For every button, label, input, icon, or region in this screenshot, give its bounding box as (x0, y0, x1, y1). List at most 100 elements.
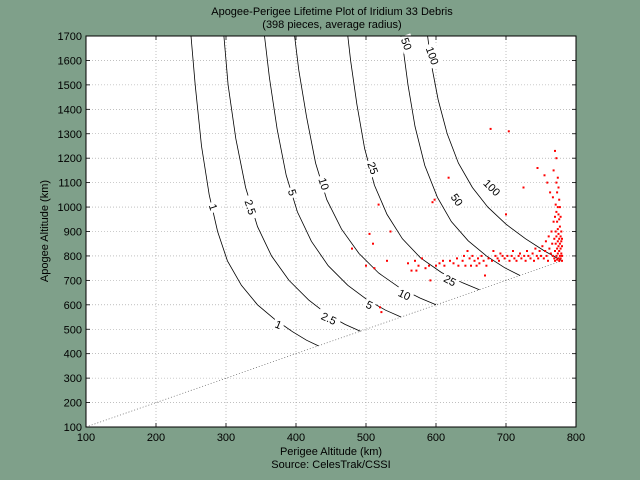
debris-point (536, 167, 539, 169)
debris-point (556, 191, 559, 194)
debris-point (433, 198, 436, 201)
debris-point (414, 259, 416, 262)
debris-point (386, 259, 388, 262)
debris-point (501, 254, 504, 257)
debris-point (494, 254, 497, 257)
debris-point (555, 157, 558, 160)
x-tick-label: 800 (567, 432, 585, 444)
debris-point (442, 259, 444, 262)
contour-label: 25 (364, 161, 379, 177)
debris-point (557, 213, 560, 216)
debris-point (499, 252, 502, 255)
contour-line-100 (427, 35, 563, 262)
debris-point (435, 264, 437, 267)
debris-point (464, 264, 467, 267)
debris-point (524, 259, 527, 262)
debris-point (554, 242, 557, 245)
contour-label-group: 10 (394, 284, 416, 304)
debris-point (431, 201, 434, 204)
debris-point (554, 215, 556, 218)
debris-point (550, 230, 553, 233)
contour-label: 10 (315, 176, 330, 191)
debris-point (351, 247, 353, 250)
debris-point (449, 259, 451, 262)
contour-label-bg (315, 173, 334, 194)
debris-point (527, 254, 530, 257)
debris-point (503, 257, 506, 260)
contour-label-group: 2.5 (315, 306, 343, 329)
y-tick-label: 1400 (58, 104, 82, 116)
debris-point (542, 257, 545, 260)
y-tick-label: 500 (64, 324, 82, 336)
y-tick-label: 700 (64, 275, 82, 287)
debris-point (510, 254, 513, 257)
contour-label-bg (271, 315, 286, 332)
x-tick-label: 200 (147, 432, 165, 444)
contour-label-group: 1 (271, 315, 286, 332)
debris-point (556, 220, 559, 223)
debris-point (428, 264, 430, 267)
debris-point (561, 245, 563, 248)
debris-point (491, 259, 493, 262)
debris-point (543, 174, 546, 177)
contour-label-bg (315, 306, 343, 329)
contour-label-bg (479, 174, 506, 201)
debris-point (547, 235, 550, 238)
y-tick-label: 1700 (58, 31, 82, 43)
debris-point (556, 228, 559, 231)
debris-point (554, 203, 557, 206)
contour-label-group: 2.5 (241, 193, 261, 221)
contour-label-group: 100 (422, 42, 444, 69)
debris-point (485, 264, 488, 267)
debris-point (549, 252, 552, 255)
debris-point (447, 176, 450, 179)
contour-label-bg (241, 193, 261, 221)
debris-point (554, 259, 556, 262)
debris-point (515, 259, 518, 262)
debris-point (482, 259, 485, 262)
debris-point (526, 250, 528, 252)
debris-point (560, 252, 563, 255)
debris-point (468, 257, 471, 260)
debris-point (554, 149, 556, 152)
debris-point (517, 254, 520, 257)
debris-point (407, 262, 409, 265)
debris-point (512, 250, 514, 252)
debris-point (559, 235, 562, 238)
debris-point (492, 250, 495, 252)
debris-point (372, 242, 374, 245)
debris-point (554, 250, 556, 252)
debris-point (421, 257, 423, 260)
debris-point (541, 245, 544, 248)
debris-point (556, 258, 559, 261)
contour-label-bg (439, 270, 461, 290)
debris-point (546, 181, 549, 184)
debris-point (505, 213, 507, 216)
contour-label-group: 10 (315, 173, 334, 194)
debris-point (555, 235, 558, 238)
data-points-layer (351, 127, 563, 314)
y-tick-label: 1300 (58, 129, 82, 141)
debris-point (529, 257, 532, 260)
x-tick-label: 300 (217, 432, 235, 444)
chart-title: Apogee-Perigee Lifetime Plot of Iridium … (211, 6, 453, 18)
x-tick-label: 500 (357, 432, 375, 444)
contour-label-bg (422, 42, 444, 69)
debris-point (373, 267, 376, 270)
debris-point (368, 232, 371, 235)
debris-point (558, 259, 561, 262)
x-tick-label: 600 (427, 432, 445, 444)
debris-point (475, 264, 478, 267)
contour-label-group: 25 (364, 157, 383, 179)
debris-point (554, 230, 557, 233)
contour-label: 50 (448, 192, 465, 209)
debris-point (487, 257, 490, 260)
contour-label-bg (364, 157, 383, 179)
y-tick-label: 800 (64, 251, 82, 263)
contour-label-group: 1 (206, 199, 222, 214)
contour-label: 50 (398, 36, 413, 52)
reference-line-layer (85, 260, 563, 428)
debris-point (558, 206, 561, 209)
debris-point (551, 254, 554, 257)
debris-point (438, 262, 441, 265)
